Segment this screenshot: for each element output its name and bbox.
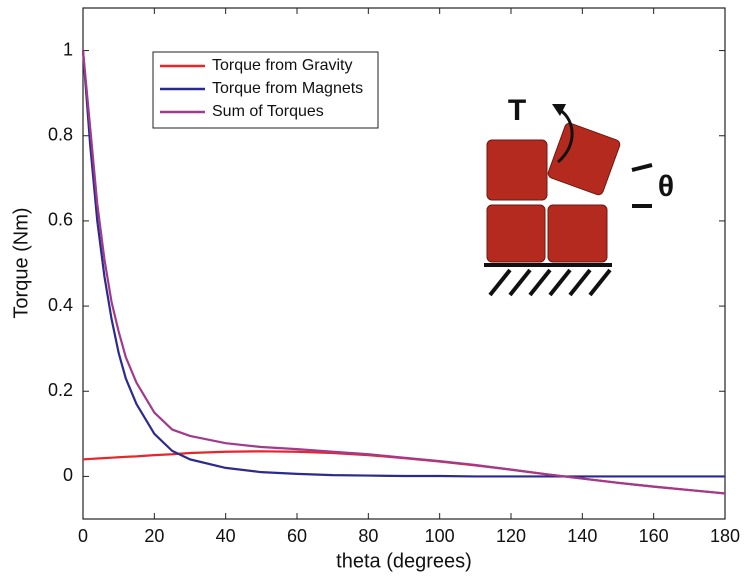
- inset-illustration: [484, 104, 653, 297]
- x-tick-label: 120: [496, 526, 526, 546]
- inset-label: θ: [658, 170, 674, 203]
- x-tick-label: 60: [287, 526, 307, 546]
- y-tick-label: 0.8: [48, 125, 73, 145]
- x-axis-label: theta (degrees): [336, 550, 472, 572]
- x-tick-label: 20: [144, 526, 164, 546]
- y-axis-label: Torque (Nm): [10, 207, 32, 318]
- x-tick-label: 80: [358, 526, 378, 546]
- x-tick-label: 100: [425, 526, 455, 546]
- y-tick-label: 1: [63, 39, 73, 59]
- y-tick-label: 0.2: [48, 380, 73, 400]
- legend-label: Sum of Torques: [212, 103, 324, 120]
- x-tick-label: 180: [710, 526, 740, 546]
- data-line: [81, 50, 725, 478]
- y-tick-label: 0.4: [48, 295, 73, 315]
- legend-label: Torque from Gravity: [212, 57, 352, 74]
- x-tick-label: 140: [567, 526, 597, 546]
- x-tick-label: 0: [78, 526, 88, 546]
- y-tick-label: 0: [63, 465, 73, 485]
- x-tick-label: 40: [216, 526, 236, 546]
- x-tick-label: 160: [639, 526, 669, 546]
- y-tick-label: 0.6: [48, 210, 73, 230]
- data-line: [81, 50, 726, 495]
- plot-frame: [82, 7, 726, 520]
- legend-label: Torque from Magnets: [212, 80, 363, 97]
- inset-label: T: [508, 94, 526, 127]
